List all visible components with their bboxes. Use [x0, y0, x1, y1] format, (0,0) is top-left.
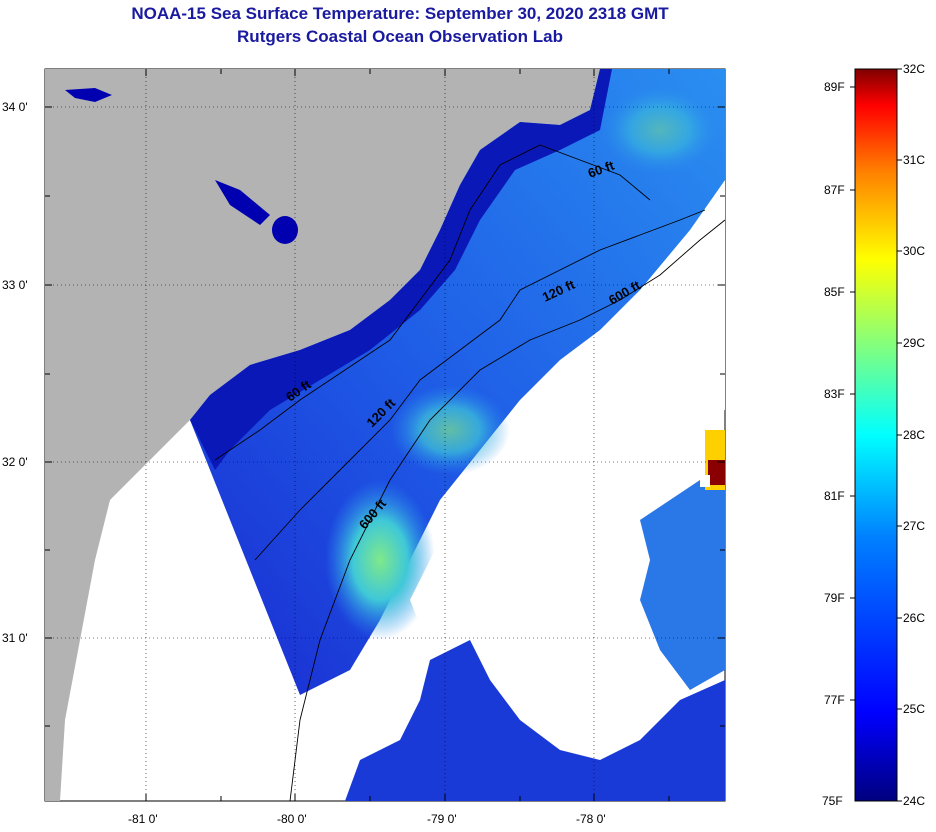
map-subtitle: Rutgers Coastal Ocean Observation Lab	[237, 27, 563, 46]
lon-label-80: -80 0'	[277, 812, 307, 826]
cloud-patch-south	[470, 640, 680, 760]
warm-core	[325, 480, 435, 640]
map-title: NOAA-15 Sea Surface Temperature: Septemb…	[131, 4, 669, 23]
cb-c-25: 25C	[903, 702, 926, 716]
coastal-band	[190, 69, 612, 470]
cb-f-77: 77F	[824, 693, 845, 707]
cb-c-30: 30C	[903, 244, 926, 258]
lat-label-31: 31 0'	[2, 631, 28, 645]
cb-f-75: 75F	[822, 794, 843, 808]
cb-f-79: 79F	[824, 591, 845, 605]
cb-f-81: 81F	[824, 489, 845, 503]
lat-label-34: 34 0'	[2, 100, 28, 114]
river-inland	[215, 180, 270, 225]
cb-c-24: 24C	[903, 794, 926, 808]
water-se	[345, 640, 725, 801]
lat-label-32: 32 0'	[2, 455, 28, 469]
cb-c-32: 32C	[903, 62, 926, 76]
lon-label-79: -79 0'	[427, 812, 457, 826]
contour-120ft	[254, 209, 706, 561]
cb-f-83: 83F	[824, 387, 845, 401]
hot-spot-edge	[700, 475, 710, 487]
river	[65, 88, 112, 102]
cb-c-26: 26C	[903, 611, 926, 625]
cb-f-89: 89F	[824, 80, 845, 94]
contour-60ft	[214, 144, 651, 461]
warm-core-north	[390, 385, 510, 475]
lon-label-78: -78 0'	[576, 812, 606, 826]
cb-c-27: 27C	[903, 519, 926, 533]
lat-label-33: 33 0'	[2, 278, 28, 292]
contour-600ft	[289, 219, 725, 801]
land-area	[45, 69, 600, 800]
water-east	[640, 470, 725, 690]
sst-swath	[190, 69, 725, 695]
cb-f-85: 85F	[824, 285, 845, 299]
lake	[272, 216, 298, 244]
hot-spot-core	[708, 460, 725, 485]
cb-c-29: 29C	[903, 336, 926, 350]
colorbar-ticks	[850, 68, 902, 802]
axis-ticks	[45, 69, 725, 801]
cloud-patch	[410, 180, 725, 650]
land-lower	[45, 500, 110, 801]
cb-f-87: 87F	[824, 183, 845, 197]
colorbar	[854, 68, 898, 802]
warm-core-ne	[600, 85, 720, 175]
cb-c-31: 31C	[903, 153, 926, 167]
cb-c-28: 28C	[903, 428, 926, 442]
lon-label-81: -81 0'	[128, 812, 158, 826]
grid-lines	[45, 69, 725, 801]
